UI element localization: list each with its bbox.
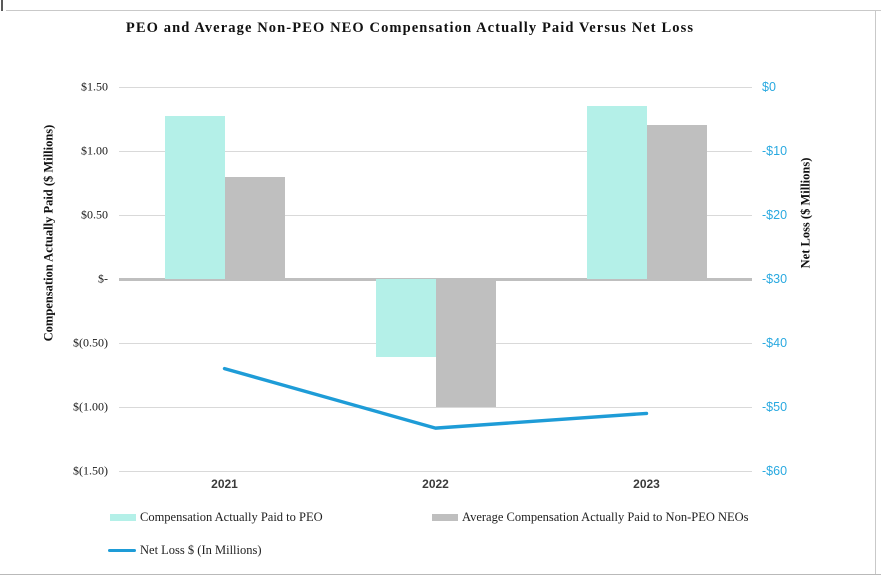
legend-item-non-peo-neo: Average Compensation Actually Paid to No…: [432, 510, 749, 525]
right-axis-title: Net Loss ($ Millions): [798, 157, 813, 269]
net-loss-line: [222, 366, 649, 430]
plot-area: [119, 87, 752, 472]
legend-label-peo: Compensation Actually Paid to PEO: [140, 510, 323, 524]
net-loss-line-swatch: [108, 548, 136, 553]
left-tick-label: $(1.00): [73, 399, 108, 414]
bar-peo-2021: [164, 116, 225, 279]
bar-non-peo-neo-2022: [435, 279, 496, 407]
top-border-line: [6, 10, 881, 11]
right-tick-label: -$10: [762, 144, 788, 158]
legend-item-net-loss: Net Loss $ (In Millions): [108, 543, 262, 558]
left-tick-label: $1.50: [81, 79, 108, 94]
x-axis-label-2021: 2021: [211, 477, 238, 491]
gridline: [119, 215, 752, 216]
right-tick-label: -$50: [762, 400, 788, 414]
bar-non-peo-neo-2023: [646, 125, 707, 279]
left-tick-label: $0.50: [81, 207, 108, 222]
x-axis-label-2022: 2022: [422, 477, 449, 491]
bar-peo-2022: [375, 279, 436, 358]
right-border-line: [875, 10, 876, 575]
legend-label-net-loss: Net Loss $ (In Millions): [140, 543, 262, 557]
right-tick-label: -$30: [762, 272, 788, 286]
left-tick-label: $(0.50): [73, 335, 108, 350]
right-tick-label: -$20: [762, 208, 788, 222]
bar-peo-2023: [586, 106, 647, 279]
gridline: [119, 407, 752, 408]
legend-item-peo: Compensation Actually Paid to PEO: [110, 510, 323, 525]
left-tick-label: $-: [98, 271, 108, 286]
gridline: [119, 151, 752, 152]
legend-label-non-peo-neo: Average Compensation Actually Paid to No…: [462, 510, 749, 524]
chart-title: PEO and Average Non-PEO NEO Compensation…: [125, 20, 695, 36]
left-tick-label: $(1.50): [73, 463, 108, 478]
left-axis-title: Compensation Actually Paid ($ Millions): [41, 124, 56, 342]
peo-bar-swatch: [110, 514, 136, 521]
right-tick-label: -$40: [762, 336, 788, 350]
corner-tick-mark: [1, 0, 3, 11]
non-peo-bar-swatch: [432, 514, 458, 521]
right-tick-label: -$60: [762, 464, 788, 478]
right-tick-label: $0: [762, 80, 776, 94]
bottom-border-line: [0, 574, 881, 575]
left-tick-label: $1.00: [81, 143, 108, 158]
bar-non-peo-neo-2021: [224, 176, 285, 279]
x-axis-label-2023: 2023: [633, 477, 660, 491]
gridline: [119, 471, 752, 472]
gridline: [119, 87, 752, 88]
